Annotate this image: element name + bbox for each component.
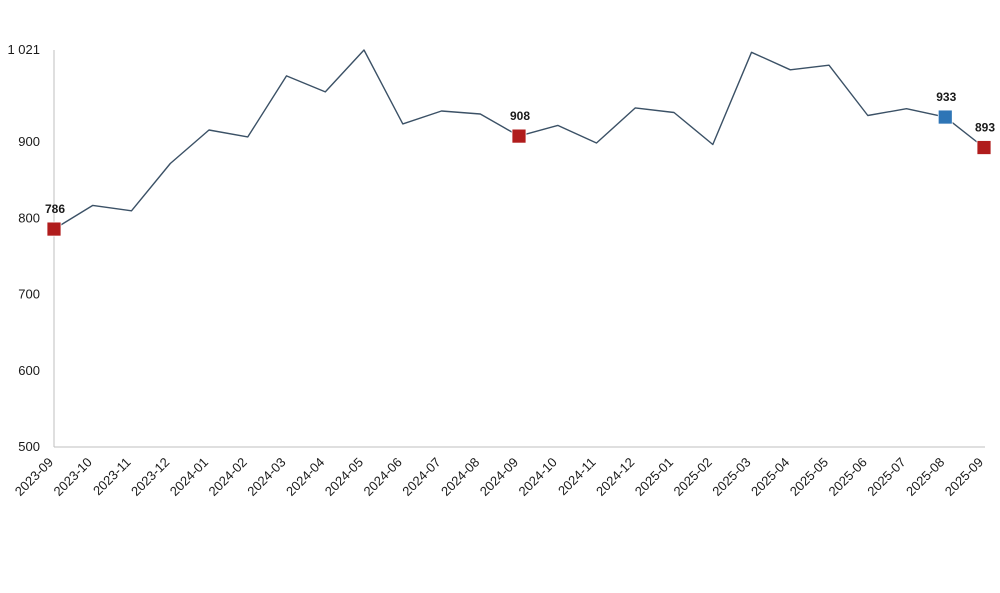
x-tick-label: 2024-08 (438, 455, 482, 499)
highlight-marker (937, 109, 953, 125)
y-tick-label: 500 (18, 439, 40, 454)
x-tick-label: 2024-01 (167, 455, 211, 499)
x-tick-label: 2025-02 (671, 455, 715, 499)
highlight-marker (976, 140, 992, 155)
data-label: 908 (510, 109, 530, 123)
x-tick-label: 2024-05 (322, 455, 366, 499)
y-tick-label: 900 (18, 134, 40, 149)
x-tick-labels: 2023-092023-102023-112023-122024-012024-… (12, 455, 986, 499)
y-tick-label: 600 (18, 363, 40, 378)
data-labels: 786 908 933 893 (45, 90, 995, 216)
x-tick-label: 2024-06 (361, 455, 405, 499)
x-tick-label: 2025-04 (748, 455, 792, 499)
highlight-marker (46, 221, 62, 237)
y-tick-label: 700 (18, 287, 40, 302)
x-tick-label: 2025-06 (826, 455, 870, 499)
highlight-marker (511, 128, 527, 144)
x-tick-label: 2024-03 (244, 455, 288, 499)
x-tick-label: 2025-05 (787, 455, 831, 499)
x-tick-label: 2024-10 (516, 455, 560, 499)
y-tick-label: 800 (18, 210, 40, 225)
highlight-markers (46, 109, 992, 237)
x-tick-label: 2025-01 (632, 455, 676, 499)
x-tick-label: 2025-03 (709, 455, 753, 499)
data-label: 933 (936, 90, 956, 104)
y-tick-label-max: 1 021 (7, 42, 40, 57)
x-tick-label: 2023-12 (128, 455, 172, 499)
x-tick-label: 2025-09 (942, 455, 986, 499)
x-tick-label: 2023-11 (90, 455, 134, 499)
x-tick-label: 2023-09 (12, 455, 56, 499)
x-tick-label: 2024-12 (593, 455, 637, 499)
x-tick-label: 2023-10 (51, 455, 95, 499)
x-tick-label: 2024-02 (206, 455, 250, 499)
data-label: 893 (975, 121, 995, 135)
x-tick-label: 2024-04 (283, 455, 327, 499)
y-tick-labels: 500 600 700 800 900 1 021 (7, 42, 40, 454)
x-tick-label: 2025-07 (864, 455, 908, 499)
x-tick-label: 2024-11 (555, 455, 599, 499)
data-label: 786 (45, 202, 65, 216)
x-tick-label: 2024-07 (399, 455, 443, 499)
x-tick-label: 2024-09 (477, 455, 521, 499)
x-tick-label: 2025-08 (903, 455, 947, 499)
